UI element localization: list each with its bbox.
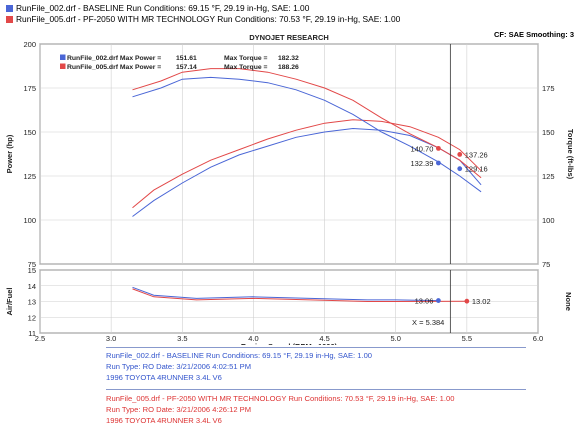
info-separator-top bbox=[106, 347, 526, 348]
y2-axis-label: Torque (ft-lbs) bbox=[566, 129, 575, 180]
x-tick-label: 3.0 bbox=[106, 334, 116, 343]
legend-swatch-icon bbox=[60, 54, 66, 60]
airfuel-readout-0-marker bbox=[436, 298, 441, 303]
x-tick-label: 4.0 bbox=[248, 334, 258, 343]
airfuel-y2-axis-label: None bbox=[564, 292, 573, 311]
run2-info-line3: 1996 TOYOTA 4RUNNER 3.4L V6 bbox=[106, 416, 222, 425]
legend-label: RunFile_002.drf Max Power = bbox=[67, 55, 161, 62]
series-line-3 bbox=[132, 68, 482, 179]
y-tick-label: 125 bbox=[23, 172, 36, 181]
readout-2-label: 137.26 bbox=[465, 150, 488, 159]
readout-1-marker bbox=[436, 160, 441, 166]
legend-power-value: 151.61 bbox=[176, 55, 197, 62]
y2-tick-label: 125 bbox=[542, 172, 555, 181]
x-tick-label: 6.0 bbox=[533, 334, 543, 343]
dyno-chart: DYNOJET RESEARCH 2.5 3.0 3.5 4.0 4.5 5.0 5.5 6.0… bbox=[5, 33, 575, 345]
run2-info-line2: Run Type: RO Date: 3/21/2006 4:26:12 PM bbox=[106, 405, 252, 414]
airfuel-y-tick-label: 11 bbox=[28, 329, 36, 338]
red-swatch-icon bbox=[6, 16, 13, 23]
airfuel-readout-1-label: 13.02 bbox=[472, 297, 491, 306]
y-tick-label: 150 bbox=[23, 128, 36, 137]
run1-info-line3: 1996 TOYOTA 4RUNNER 3.4L V6 bbox=[106, 373, 222, 382]
header-run2: RunFile_005.drf - PF-2050 WITH MR TECHNO… bbox=[6, 14, 400, 24]
run1-info-line1: RunFile_002.drf - BASELINE Run Condition… bbox=[106, 351, 373, 360]
run2-info-line1: RunFile_005.drf - PF-2050 WITH MR TECHNO… bbox=[106, 394, 455, 403]
y-tick-label: 100 bbox=[23, 216, 36, 225]
readout-0-label: 140.70 bbox=[410, 144, 433, 153]
blue-swatch-icon bbox=[6, 5, 13, 12]
header-run2-text: RunFile_005.drf - PF-2050 WITH MR TECHNO… bbox=[16, 14, 401, 24]
correction-smoothing-label: CF: SAE Smoothing: 3 bbox=[494, 30, 574, 39]
x-tick-label: 2.5 bbox=[35, 334, 45, 343]
airfuel-series-line-1 bbox=[132, 288, 467, 302]
legend-torque-label: Max Torque = bbox=[224, 64, 268, 71]
legend-power-value: 157.14 bbox=[176, 64, 197, 71]
readout-1-label: 132.39 bbox=[410, 159, 433, 168]
chart-title: DYNOJET RESEARCH bbox=[249, 33, 329, 42]
airfuel-series-line-0 bbox=[132, 286, 439, 302]
airfuel-y-tick-label: 12 bbox=[28, 313, 36, 322]
airfuel-y-tick-label: 15 bbox=[28, 266, 36, 275]
run1-info-line2: Run Type: RO Date: 3/21/2006 4:02:51 PM bbox=[106, 362, 252, 371]
legend-torque-value: 188.26 bbox=[278, 64, 299, 71]
y-tick-label: 200 bbox=[23, 40, 36, 49]
x-axis-label: Engine Speed (RPM x1000) bbox=[241, 342, 338, 345]
legend-swatch-icon bbox=[60, 63, 66, 69]
legend-torque-label: Max Torque = bbox=[224, 55, 268, 62]
y2-tick-label: 175 bbox=[542, 84, 555, 93]
y2-tick-label: 150 bbox=[542, 128, 555, 137]
readout-0-marker bbox=[436, 145, 441, 151]
readout-2-marker bbox=[457, 152, 463, 157]
y-tick-label: 175 bbox=[23, 84, 36, 93]
airfuel-readout-1-marker bbox=[464, 298, 470, 304]
airfuel-y-tick-label: 14 bbox=[28, 282, 36, 291]
y2-tick-label: 100 bbox=[542, 216, 555, 225]
airfuel-readout-0-label: 13.06 bbox=[415, 297, 434, 306]
x-tick-label: 5.0 bbox=[390, 334, 400, 343]
info-separator-middle bbox=[106, 389, 526, 390]
cursor-x-label: X = 5.384 bbox=[412, 318, 444, 327]
readout-3-label: 129.16 bbox=[465, 165, 488, 174]
airfuel-y-tick-label: 13 bbox=[28, 298, 36, 307]
x-tick-label: 4.5 bbox=[319, 334, 329, 343]
series-line-1 bbox=[132, 119, 482, 209]
run1-info: RunFile_002.drf - BASELINE Run Condition… bbox=[106, 350, 372, 383]
readout-3-marker bbox=[457, 166, 463, 172]
legend-torque-value: 182.32 bbox=[278, 55, 299, 62]
legend-label: RunFile_005.drf Max Power = bbox=[67, 64, 161, 71]
run2-info: RunFile_005.drf - PF-2050 WITH MR TECHNO… bbox=[106, 393, 454, 426]
x-tick-label: 5.5 bbox=[462, 334, 472, 343]
header-run1-text: RunFile_002.drf - BASELINE Run Condition… bbox=[16, 3, 310, 13]
y-tick-label: 75 bbox=[28, 260, 36, 269]
y2-tick-label: 75 bbox=[542, 260, 550, 269]
airfuel-y-axis-label: Air/Fuel bbox=[5, 288, 14, 316]
header-run1: RunFile_002.drf - BASELINE Run Condition… bbox=[6, 3, 309, 13]
y-axis-label: Power (hp) bbox=[5, 134, 14, 173]
x-tick-label: 3.5 bbox=[177, 334, 187, 343]
series-line-2 bbox=[132, 76, 482, 193]
